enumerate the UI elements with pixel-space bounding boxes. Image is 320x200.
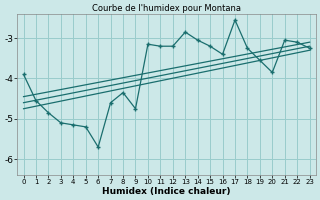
X-axis label: Humidex (Indice chaleur): Humidex (Indice chaleur) [102, 187, 231, 196]
Title: Courbe de l'humidex pour Montana: Courbe de l'humidex pour Montana [92, 4, 241, 13]
